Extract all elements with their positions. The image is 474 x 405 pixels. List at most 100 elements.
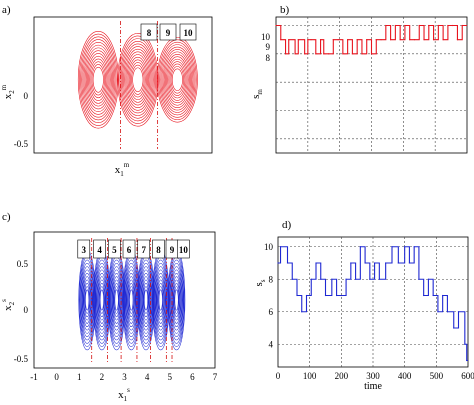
panel-c-xtick: 1 [77, 372, 82, 382]
panel-b-point [342, 53, 344, 55]
panel-c-xtick: 0 [54, 372, 59, 382]
panel-d-point [350, 262, 352, 264]
panel-a-box-9: 9 [159, 23, 177, 41]
panel-c-box-6: 6 [122, 239, 136, 259]
panel-c-frame [33, 231, 216, 369]
panel-b-point [423, 39, 425, 41]
panel-c-xtick: 7 [213, 372, 218, 382]
panel-b-point [370, 53, 373, 55]
panel-d-point [310, 278, 312, 280]
panel-d-point [354, 278, 357, 280]
svg-text:3: 3 [82, 245, 87, 255]
panel-c-xtick: 5 [168, 372, 173, 382]
panel-a-attractor [77, 31, 119, 129]
panel-a-ytick-1: -0.5 [14, 139, 29, 149]
panel-b-point [409, 39, 411, 41]
panel-d-point [453, 327, 455, 329]
panel-d-ytick: 6 [269, 307, 274, 317]
panel-d-point [359, 246, 361, 248]
panel-c-box-9: 9 [165, 239, 179, 259]
panel-d: d) 10 8 6 4 0 100 200 300 400 500 600 ss time [253, 219, 474, 392]
panel-d-point [320, 278, 322, 280]
panel-c-box-4: 4 [93, 239, 106, 259]
panel-d-ytick: 10 [264, 242, 274, 252]
panel-b-point [399, 39, 401, 41]
panel-d-point [277, 262, 279, 264]
panel-d-point [397, 262, 399, 264]
svg-text:9: 9 [166, 28, 171, 38]
panel-b-label: b) [280, 4, 290, 16]
panel-c-attractor [107, 249, 126, 351]
panel-b-signal [276, 24, 467, 55]
panel-a-ytick-0: 0 [24, 91, 29, 101]
panel-b-point [375, 39, 377, 41]
panel-d-xtick: 400 [398, 371, 412, 381]
panel-a-box-10: 10 [179, 23, 197, 41]
svg-text:8: 8 [156, 245, 161, 255]
panel-c-xtick: 4 [145, 372, 150, 382]
panel-d-point [457, 311, 460, 313]
panel-c-box-8: 8 [152, 239, 165, 259]
panel-d-point [466, 359, 468, 362]
panel-d-point [423, 294, 425, 297]
svg-text:x2s: x2s [0, 299, 16, 311]
panel-b-point [275, 24, 277, 27]
panel-c-box-3: 3 [77, 239, 91, 259]
panel-b-point [452, 24, 454, 27]
panel-a-xlabel: x1m [115, 161, 130, 178]
panel-b-ylabel: sm [250, 89, 264, 99]
panel-d-point [291, 278, 293, 280]
panel-c-xtick: -1 [30, 372, 38, 382]
panel-d-xtick: 500 [430, 371, 444, 381]
panel-d-xtick: 0 [276, 371, 281, 381]
panel-c: c) 3 4 5 6 7 8 9 10 0.5 0 -0.5 -1 0 1 2 3 4 5 6 7 x2s x… [0, 211, 218, 403]
panel-d-point [340, 294, 342, 297]
panel-d-point [331, 278, 333, 280]
panel-b-point [288, 39, 290, 41]
panel-b-point [327, 53, 330, 55]
panel-b-point [461, 24, 463, 27]
panel-b-point [280, 39, 282, 41]
panel-a-ylabel: x2m [0, 84, 16, 99]
panel-b-point [361, 53, 363, 55]
panel-b-point [385, 24, 387, 27]
panel-d-point [446, 311, 449, 313]
panel-b: b) 10 9 8 sm [250, 4, 468, 154]
panel-d-ytick: 8 [269, 274, 274, 284]
panel-d-point [464, 343, 466, 345]
panel-b-point [447, 24, 449, 27]
panel-b-point [297, 39, 299, 41]
panel-d-xtick: 300 [366, 371, 380, 381]
svg-text:7: 7 [141, 245, 146, 255]
panel-b-point [442, 39, 444, 41]
panel-d-point [369, 278, 371, 280]
panel-d-point [418, 278, 420, 280]
panel-b-point [347, 39, 349, 41]
panel-d-point [305, 294, 308, 297]
panel-d-point [378, 278, 380, 280]
panel-c-box-5: 5 [108, 239, 121, 259]
panel-b-ytick-1: 9 [266, 42, 271, 52]
panel-a-frame [33, 16, 213, 154]
panel-c-ytick-2: -0.5 [14, 354, 29, 364]
panel-d-xtick: 100 [303, 371, 317, 381]
panel-d-point [427, 278, 430, 280]
panel-b-point [304, 53, 306, 55]
panel-c-attractor [78, 249, 96, 351]
panel-b-point [351, 53, 353, 55]
panel-c-box-10: 10 [177, 239, 190, 259]
panel-b-point [366, 39, 368, 41]
panel-c-xtick: 6 [190, 372, 195, 382]
panel-d-point [373, 262, 376, 264]
panel-b-ytick-2: 8 [266, 53, 271, 63]
panel-d-xlabel: time [364, 381, 382, 392]
panel-b-point [404, 24, 406, 27]
panel-a-label: a) [2, 4, 11, 16]
svg-text:8: 8 [147, 28, 152, 38]
panel-a-box-8: 8 [140, 23, 158, 41]
panel-d-point [301, 311, 303, 313]
panel-d-point [442, 294, 444, 297]
svg-text:10: 10 [179, 245, 189, 255]
svg-text:10: 10 [184, 28, 194, 38]
